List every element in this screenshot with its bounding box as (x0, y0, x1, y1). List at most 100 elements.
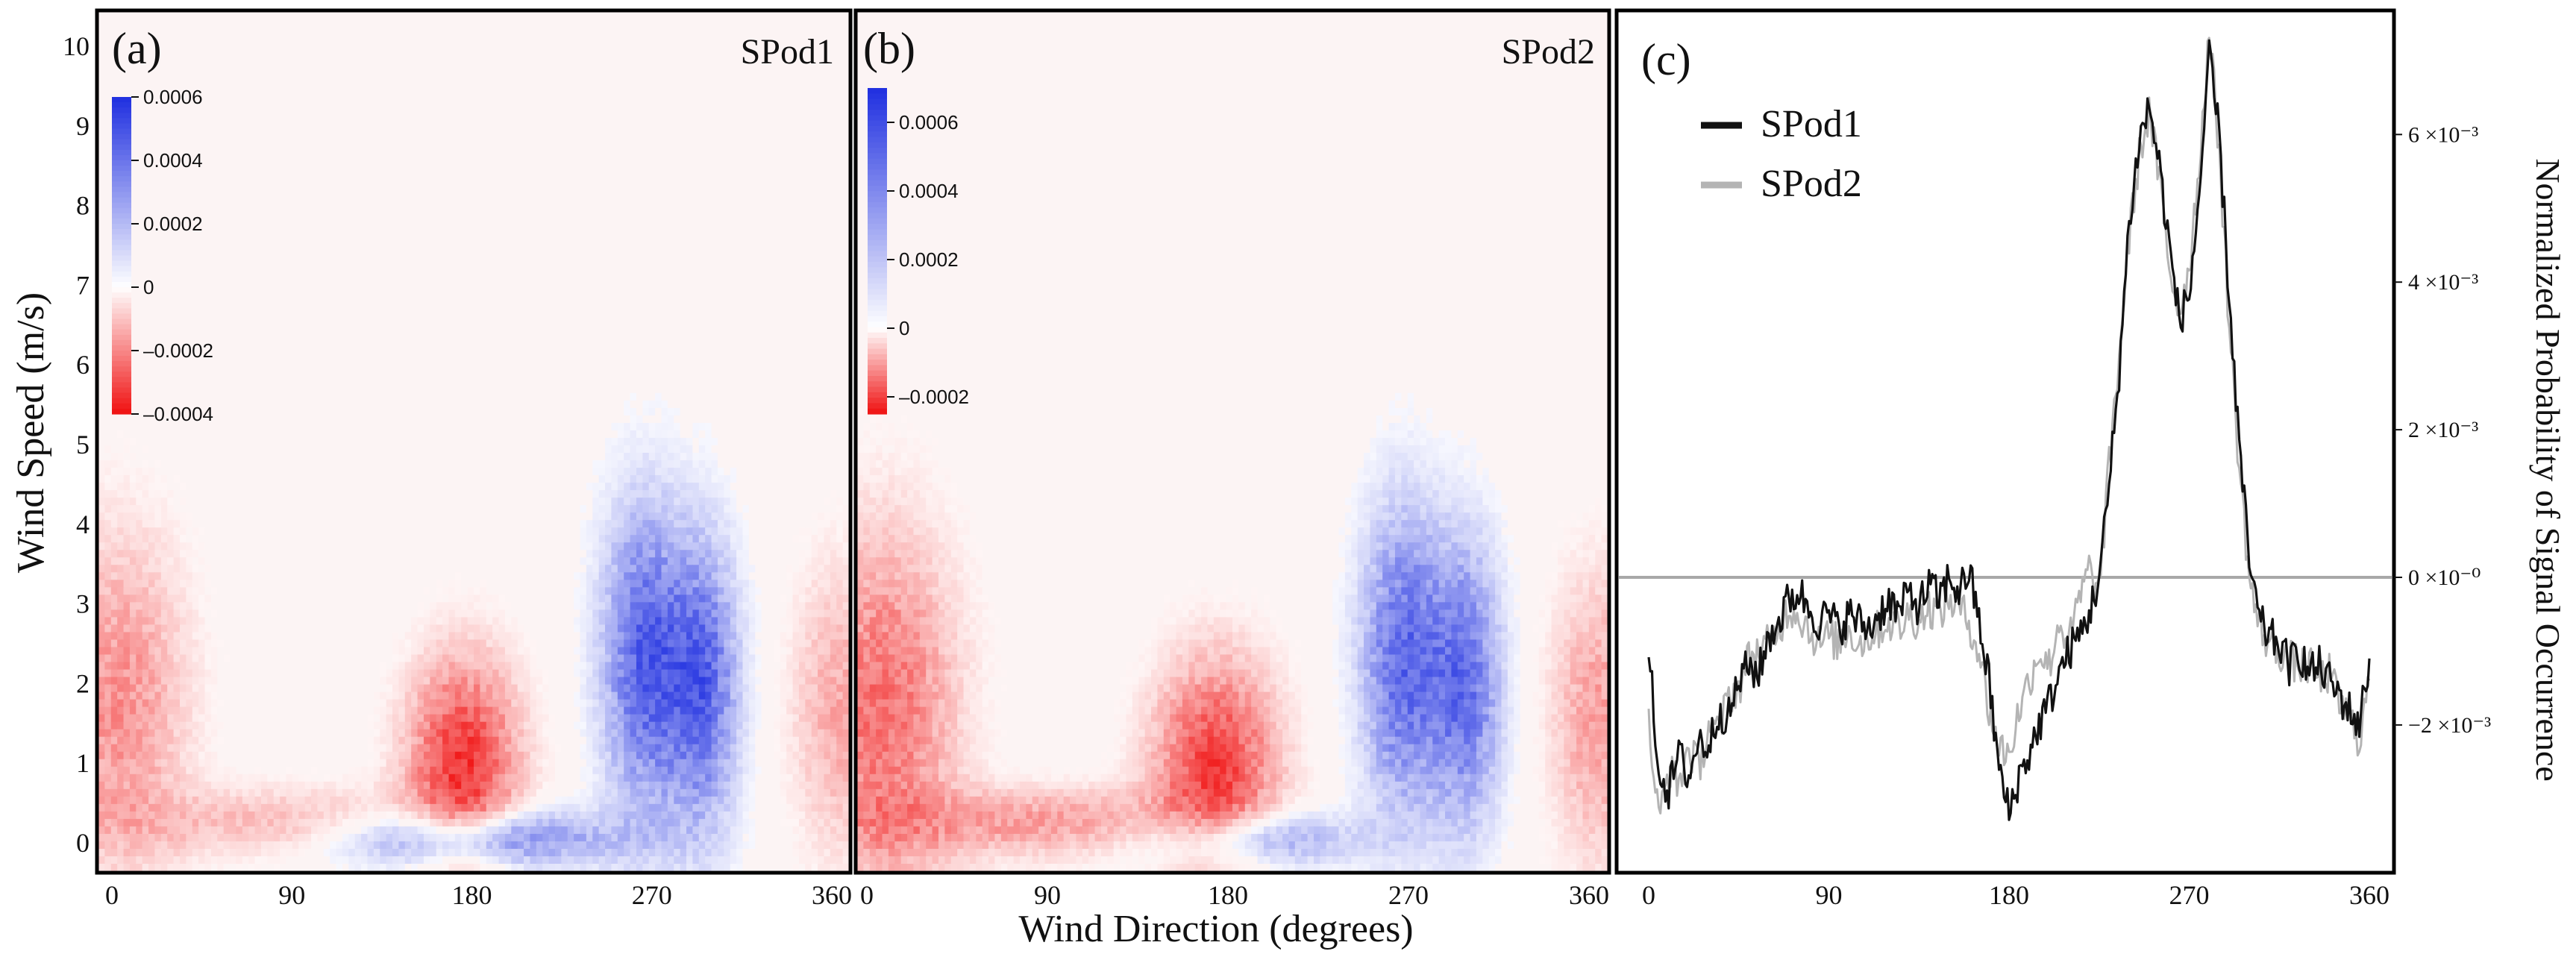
heat-cell (761, 303, 768, 312)
heat-cell (273, 258, 281, 267)
heat-cell (774, 258, 781, 267)
heat-cell (486, 251, 493, 260)
heat-cell (354, 318, 362, 327)
heat-cell (648, 64, 656, 72)
heat-cell (611, 191, 618, 200)
heat-cell (348, 228, 356, 237)
heat-cell (354, 213, 362, 222)
heat-cell (474, 109, 480, 117)
heat-cell (486, 213, 493, 222)
heat-cell (524, 79, 531, 87)
heat-cell (542, 124, 550, 132)
heat-cell (474, 146, 480, 154)
heat-cell (724, 139, 731, 147)
heat-cell (248, 243, 256, 252)
heat-cell (292, 258, 299, 267)
heat-cell (474, 310, 480, 319)
heat-cell (554, 280, 562, 289)
heat-cell (323, 273, 330, 282)
heat-cell (467, 183, 474, 192)
heat-cell (686, 251, 694, 260)
heat-cell (611, 198, 618, 207)
heat-cell (186, 243, 193, 252)
heat-cell (373, 266, 380, 274)
heat-cell (655, 124, 662, 132)
heat-cell (836, 42, 844, 50)
heat-cell (442, 49, 450, 57)
heat-cell (836, 243, 844, 252)
heat-cell (480, 146, 487, 154)
heat-cell (761, 183, 768, 192)
heat-cell (423, 303, 430, 312)
heat-cell (648, 124, 656, 132)
heat-cell (830, 87, 837, 95)
heat-cell (323, 221, 330, 230)
heat-cell (661, 87, 668, 95)
heat-cell (348, 221, 356, 230)
heat-cell (204, 310, 212, 319)
heat-cell (467, 198, 474, 207)
heat-cell (160, 303, 168, 312)
heat-cell (486, 131, 493, 139)
heat-cell (755, 109, 762, 117)
heat-cell (730, 57, 737, 65)
heat-cell (323, 288, 330, 297)
heat-cell (148, 266, 156, 274)
heat-cell (173, 288, 181, 297)
heat-cell (786, 101, 794, 110)
heat-cell (304, 124, 312, 132)
heat-cell (230, 266, 237, 274)
heat-cell (173, 34, 181, 43)
heat-cell (136, 87, 143, 95)
heat-cell (330, 183, 337, 192)
heat-cell (567, 169, 574, 177)
heat-cell (717, 131, 724, 139)
heat-cell (798, 310, 806, 319)
heat-cell (129, 266, 137, 274)
heat-cell (267, 243, 275, 252)
heat-cell (742, 251, 750, 260)
heat-cell (486, 27, 493, 35)
heat-cell (574, 236, 581, 245)
heat-cell (586, 280, 593, 289)
heat-cell (129, 206, 137, 215)
heat-cell (217, 243, 225, 252)
heat-cell (198, 49, 206, 57)
heat-cell (780, 139, 787, 147)
heat-cell (836, 124, 844, 132)
heat-cell (167, 273, 175, 282)
heat-cell (186, 57, 193, 65)
heat-cell (173, 243, 181, 252)
heat-cell (210, 19, 218, 28)
heat-cell (536, 64, 543, 72)
heat-cell (417, 109, 424, 117)
heat-cell (480, 101, 487, 110)
heat-cell (373, 109, 380, 117)
heat-cell (836, 34, 844, 43)
heat-cell (598, 280, 606, 289)
heat-cell (430, 64, 437, 72)
heat-cell (461, 280, 468, 289)
heat-cell (768, 183, 774, 192)
heat-cell (148, 49, 156, 57)
heat-cell (380, 228, 387, 237)
heat-cell (336, 12, 343, 20)
heat-cell (692, 34, 700, 43)
heat-cell (430, 176, 437, 184)
heat-cell (736, 228, 744, 237)
heat-cell (304, 198, 312, 207)
heat-cell (136, 42, 143, 50)
heat-cell (292, 19, 299, 28)
y-tick-label: 6 (76, 350, 90, 380)
heat-cell (98, 258, 105, 267)
heat-cell (692, 94, 700, 102)
heat-cell (336, 295, 343, 304)
heat-cell (548, 288, 556, 297)
heat-cell (448, 266, 456, 274)
heat-cell (636, 273, 643, 282)
heat-cell (636, 295, 643, 304)
heat-cell (398, 109, 406, 117)
heat-cell (336, 191, 343, 200)
heat-cell (630, 251, 637, 260)
heat-cell (686, 273, 694, 282)
